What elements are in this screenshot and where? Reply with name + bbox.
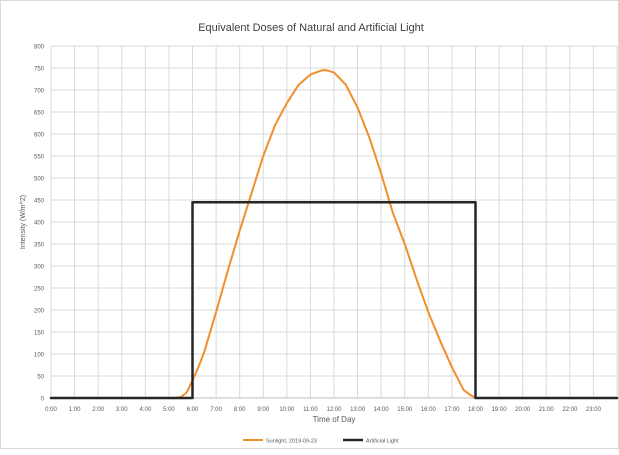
- x-tick-label: 1:00: [69, 407, 81, 413]
- series-layer: [49, 69, 619, 400]
- x-tick-label: 22:00: [562, 407, 578, 413]
- y-tick-label: 200: [34, 309, 45, 315]
- y-tick-label: 150: [34, 331, 45, 337]
- x-tick-label: 14:00: [374, 407, 390, 413]
- y-tick-label: 50: [37, 375, 44, 381]
- y-tick-label: 450: [34, 199, 45, 205]
- y-tick-label: 800: [34, 45, 45, 51]
- x-tick-label: 20:00: [515, 407, 531, 413]
- y-tick-label: 650: [34, 111, 45, 117]
- x-tick-label: 17:00: [444, 407, 460, 413]
- y-tick-label: 550: [34, 155, 45, 161]
- y-tick-label: 500: [34, 177, 45, 183]
- y-tick-label: 700: [34, 89, 45, 95]
- x-tick-label: 13:00: [350, 407, 366, 413]
- x-axis-label: Time of Day: [313, 415, 356, 424]
- y-axis-label: Intensity (W/m^2): [20, 195, 27, 249]
- artificial-light-series-line: [49, 200, 619, 400]
- tick-labels-layer: 0 50 100 150 200 250 300 350 400 450 500 550 600 650 7…: [34, 45, 602, 414]
- x-tick-label: 9:00: [257, 407, 269, 413]
- x-tick-label: 11:00: [303, 407, 318, 413]
- x-tick-label: 16:00: [421, 407, 437, 413]
- x-tick-label: 2:00: [92, 407, 104, 413]
- x-tick-label: 8:00: [234, 407, 246, 413]
- x-tick-label: 0:00: [45, 407, 57, 413]
- x-tick-label: 10:00: [279, 407, 295, 413]
- x-tick-label: 6:00: [187, 407, 199, 413]
- grid-layer: [50, 45, 618, 399]
- legend: Sunlight, 2019-09-23 Artificial Light: [243, 439, 399, 445]
- x-tick-label: 3:00: [116, 407, 128, 413]
- chart-title: Equivalent Doses of Natural and Artifici…: [198, 22, 424, 34]
- y-tick-label: 400: [34, 221, 45, 227]
- x-tick-label: 23:00: [586, 407, 602, 413]
- x-tick-label: 12:00: [326, 407, 342, 413]
- x-tick-label: 4:00: [139, 407, 151, 413]
- y-tick-label: 600: [34, 133, 45, 139]
- y-tick-label: 0: [41, 397, 45, 403]
- y-tick-label: 250: [34, 287, 45, 293]
- x-tick-label: 19:00: [492, 407, 508, 413]
- legend-sunlight-label: Sunlight, 2019-09-23: [266, 439, 317, 445]
- x-tick-label: 18:00: [468, 407, 484, 413]
- legend-artificial-label: Artificial Light: [366, 439, 399, 445]
- x-tick-label: 5:00: [163, 407, 175, 413]
- x-tick-label: 15:00: [397, 407, 413, 413]
- x-tick-label: 21:00: [539, 407, 555, 413]
- y-tick-label: 100: [34, 353, 45, 359]
- y-tick-label: 350: [34, 243, 45, 249]
- y-tick-label: 750: [34, 67, 45, 73]
- y-tick-label: 300: [34, 265, 45, 271]
- x-tick-label: 7:00: [210, 407, 222, 413]
